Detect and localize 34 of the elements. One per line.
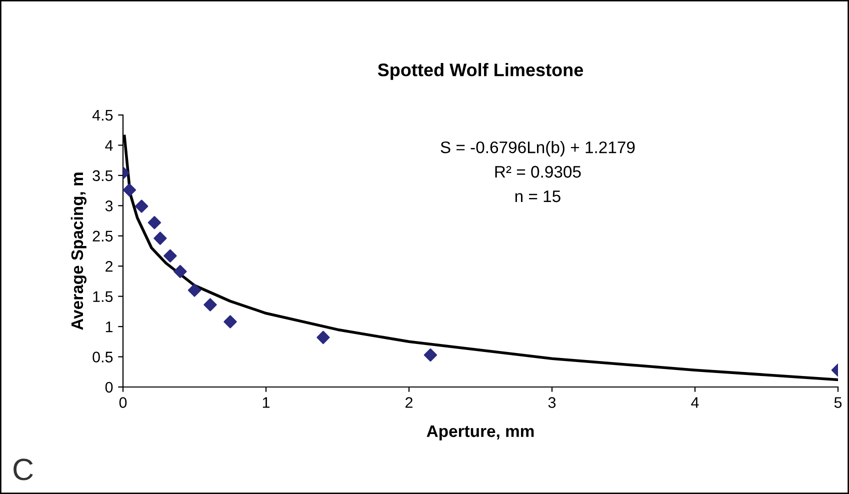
y-axis-title: Average Spacing, m (70, 172, 86, 330)
point (154, 232, 167, 245)
text: C (14, 458, 33, 480)
point (188, 284, 202, 297)
point (424, 348, 438, 362)
y-tick-label: 0.5 (92, 352, 113, 362)
chart-title: Spotted Wolf Limestone (378, 63, 584, 80)
point (148, 216, 162, 230)
x-tick-label: 2 (406, 397, 412, 408)
point (174, 264, 187, 278)
point (123, 183, 136, 197)
point (164, 249, 177, 262)
x-tick-label: 4 (691, 397, 699, 408)
point (204, 298, 217, 312)
x-tick-label: 1 (262, 397, 270, 408)
y-tick-label: 3 (105, 200, 113, 212)
point (135, 200, 148, 213)
y-tick-label: 1 (106, 322, 113, 332)
y-tick-label: 0 (105, 382, 113, 393)
x-tick-label: 5 (834, 397, 842, 408)
annotation: S = -0.6796Ln(b) + 1.2179 (440, 141, 635, 157)
point (224, 315, 237, 328)
annotation: n = 15 (515, 190, 560, 202)
y-tick-label: 2 (106, 260, 113, 272)
y-tick-label: 4 (105, 140, 113, 151)
point (316, 330, 330, 344)
y-tick-label: 3.5 (92, 170, 113, 182)
annotation: R² = 0.9305 (495, 166, 581, 178)
y-tick-label: 4.5 (92, 110, 113, 121)
x-tick-label: 3 (548, 397, 556, 408)
y-tick-label: 1.5 (93, 291, 113, 302)
x-axis-title: Aperture, mm (426, 425, 534, 440)
x-tick-label: 0 (119, 397, 127, 408)
y-tick-label: 2.5 (92, 230, 113, 242)
